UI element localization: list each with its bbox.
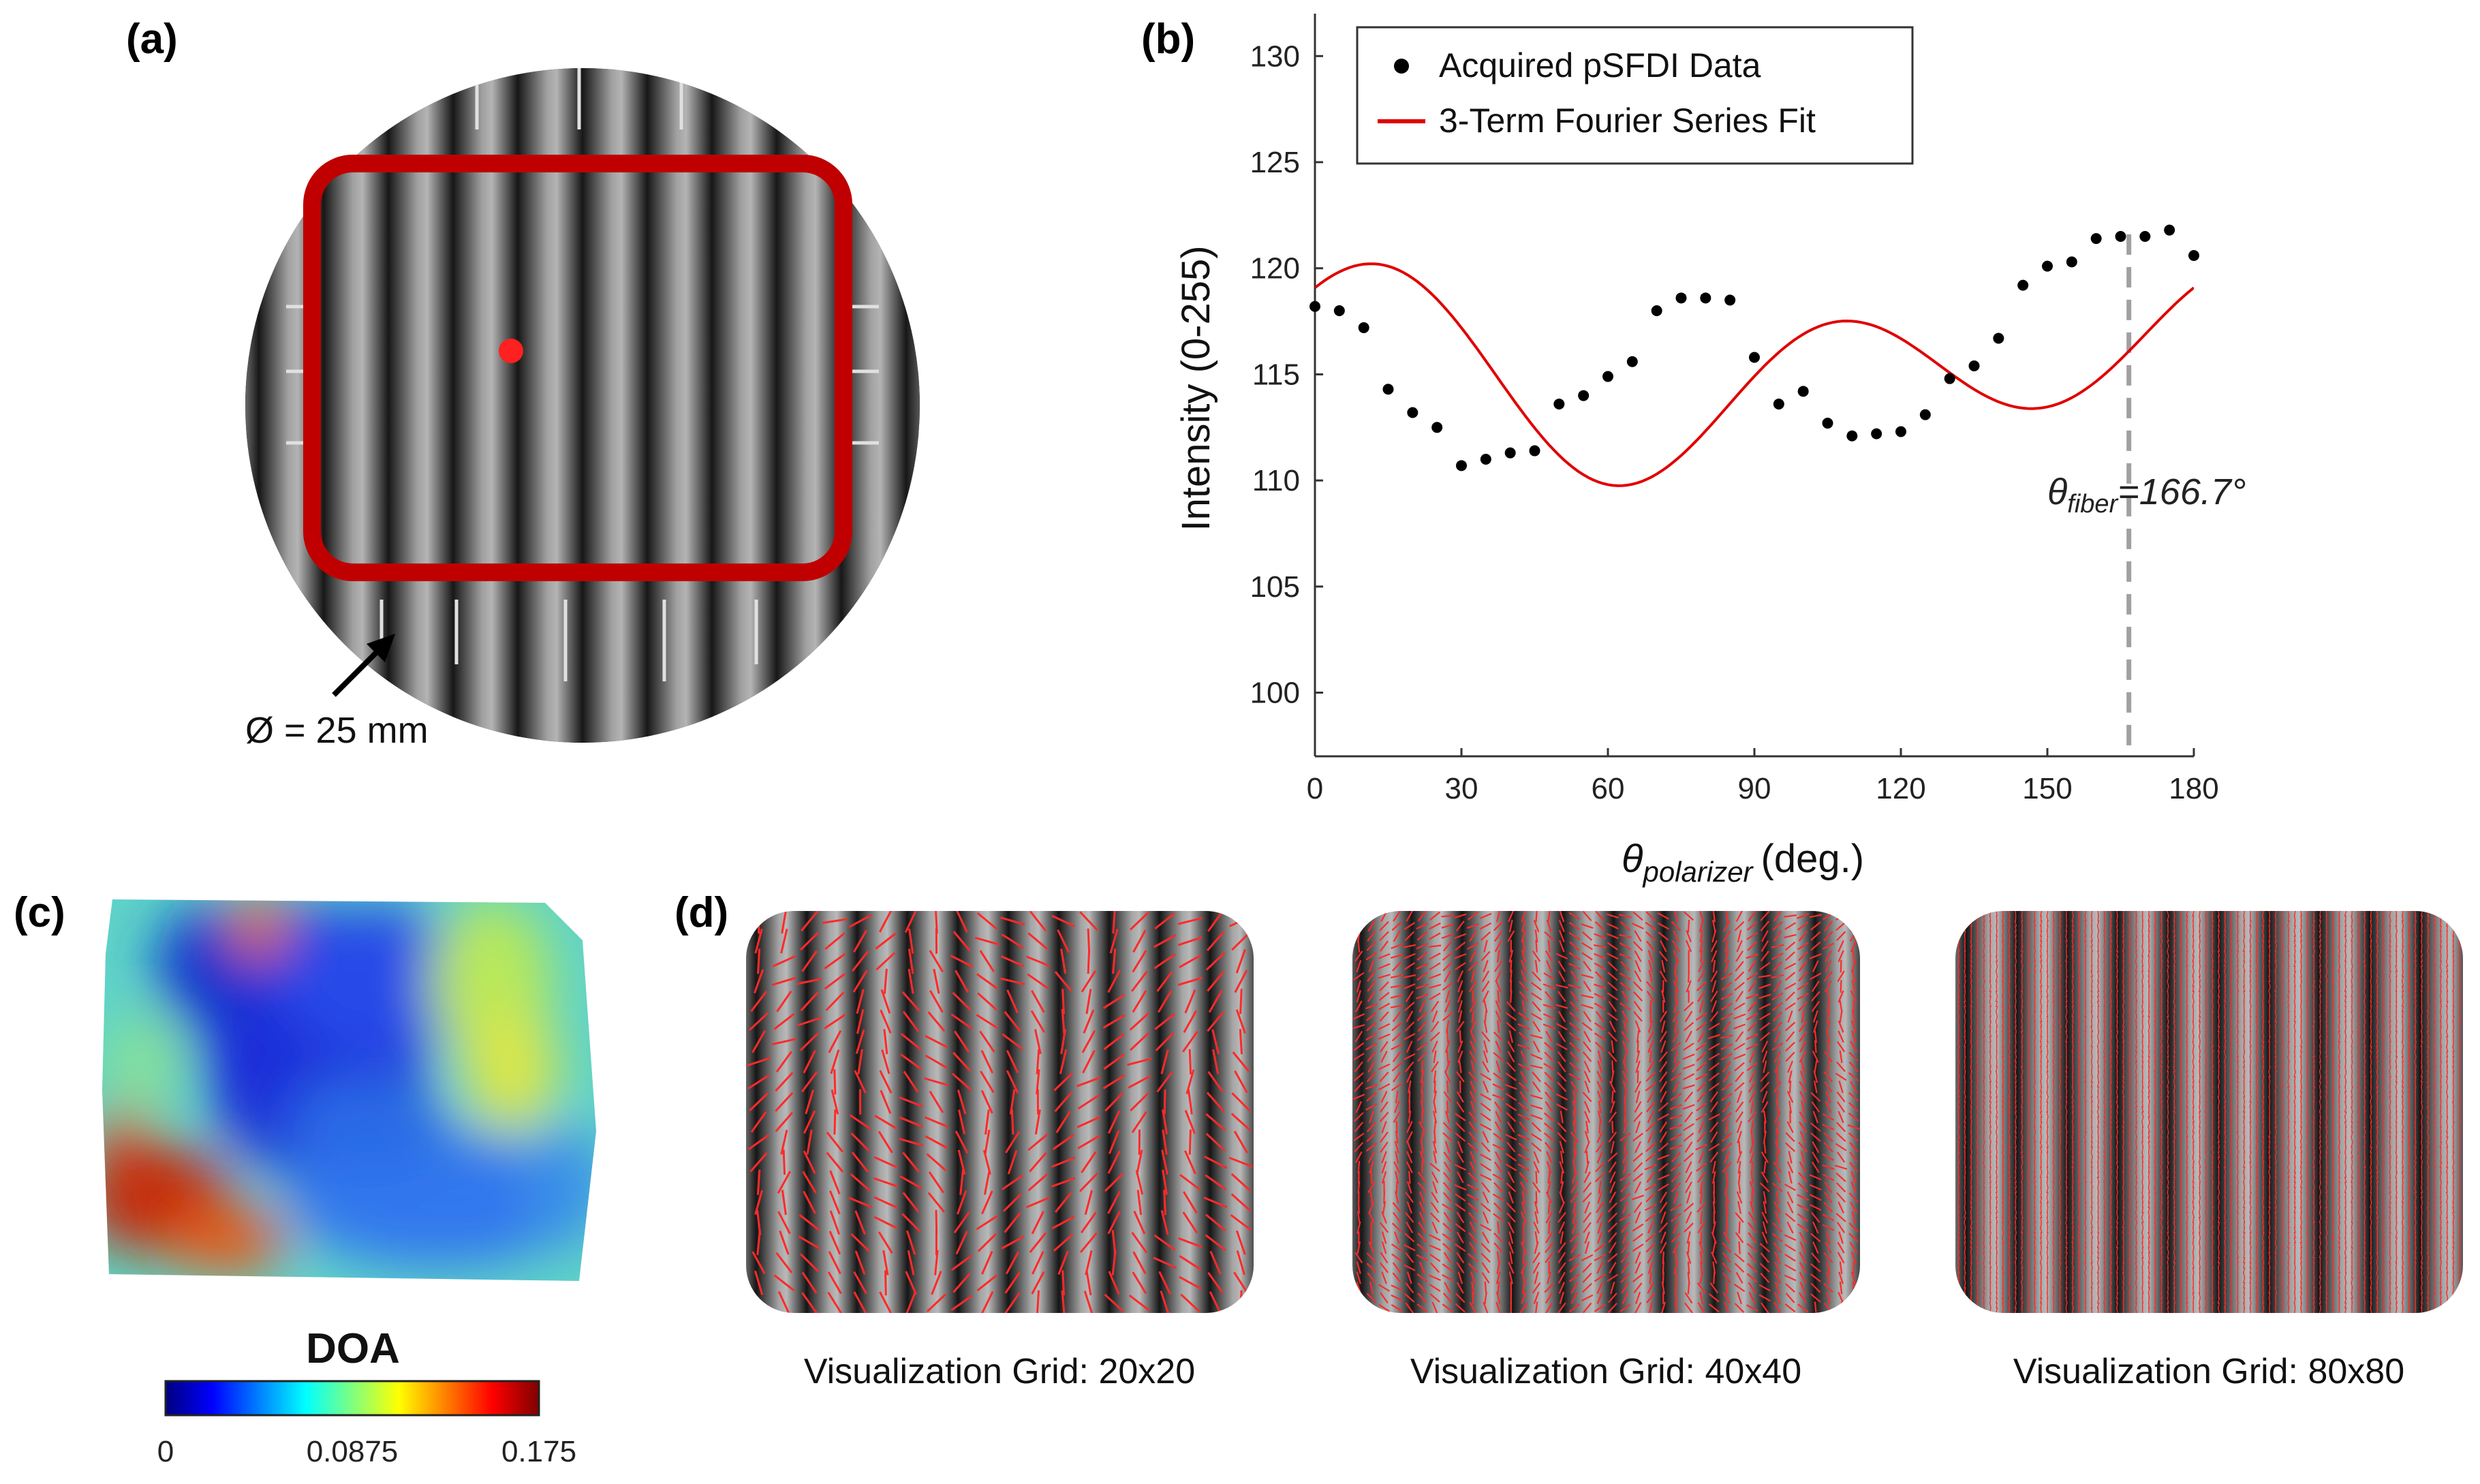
y-tick-label: 100 <box>1250 677 1300 710</box>
roi-rectangle <box>303 155 852 581</box>
data-point <box>1773 399 1784 410</box>
data-point <box>1968 360 1980 371</box>
colorbar-title: DOA <box>306 1325 400 1372</box>
annotation-subscript: fiber <box>2067 490 2118 519</box>
annotation-value: =166.7° <box>2118 472 2246 512</box>
diameter-arrow-icon <box>332 634 395 697</box>
legend-label-fit: 3-Term Fourier Series Fit <box>1439 102 1816 140</box>
annotation-symbol: θ <box>2047 472 2067 512</box>
panel-label-a: (a) <box>126 16 178 63</box>
data-point <box>2017 279 2029 291</box>
colorbar-tick-0: 0 <box>157 1435 174 1468</box>
x-tick-label: 0 <box>1307 772 1323 805</box>
data-point <box>1626 356 1638 367</box>
x-tick-label: 150 <box>2022 772 2072 805</box>
data-point <box>2139 231 2151 242</box>
colorbar-tick-2: 0.175 <box>501 1435 576 1468</box>
legend-box <box>1356 26 1914 165</box>
panel-b-chart: 100 105 110 115 120 125 130 0 30 60 90 120 150 180 I… <box>1174 14 2246 888</box>
panel-label-b: (b) <box>1141 16 1195 63</box>
data-point <box>1529 445 1540 457</box>
fiber-angle-annotation: θfiber=166.7° <box>2047 472 2246 519</box>
data-point <box>1749 352 1760 363</box>
y-tick-label: 130 <box>1250 40 1300 73</box>
colorbar-tick-1: 0.0875 <box>307 1435 399 1468</box>
panel-label-d: (d) <box>675 889 728 936</box>
data-point <box>2115 231 2126 242</box>
x-axis-subscript: polarizer <box>1641 856 1754 888</box>
grid-caption-40: Visualization Grid: 40x40 <box>1410 1352 1801 1391</box>
data-point <box>1919 409 1931 420</box>
panel-a-specimen-image: Ø = 25 mm <box>245 68 920 751</box>
x-tick-label: 30 <box>1445 772 1478 805</box>
grid-caption-80: Visualization Grid: 80x80 <box>2013 1352 2404 1391</box>
data-point <box>1456 460 1467 472</box>
data-point <box>1797 386 1809 397</box>
data-point <box>1822 418 1833 429</box>
legend-label-data: Acquired pSFDI Data <box>1439 46 1761 84</box>
data-point <box>1871 428 1882 439</box>
data-point <box>1480 454 1491 465</box>
data-point <box>1553 399 1565 410</box>
y-axis-title: Intensity (0-255) <box>1174 245 1218 531</box>
data-point <box>1504 447 1516 459</box>
data-point <box>2188 250 2199 262</box>
data-point <box>2066 256 2077 268</box>
y-tick-label: 125 <box>1250 146 1300 179</box>
x-tick-label: 120 <box>1876 772 1925 805</box>
data-point <box>1358 322 1369 333</box>
x-tick-label: 90 <box>1738 772 1771 805</box>
y-tick-label: 115 <box>1252 358 1300 391</box>
y-tick-labels: 100 105 110 115 120 125 130 <box>1250 40 1300 709</box>
panel-c-doa-map: DOA 0 0.0875 0.175 <box>102 899 596 1468</box>
x-axis-title: θpolarizer (deg.) <box>1622 837 1864 888</box>
data-point <box>1944 373 1955 384</box>
data-point <box>1407 407 1419 418</box>
data-point <box>1895 426 1906 437</box>
legend-point-marker <box>1394 59 1409 74</box>
colorbar <box>164 1380 540 1417</box>
x-tick-labels: 0 30 60 90 120 150 180 <box>1307 772 2219 805</box>
data-point <box>1578 390 1590 401</box>
series-fourier-fit-line <box>1315 262 2194 487</box>
data-point <box>1846 430 1858 442</box>
data-point <box>2042 260 2053 272</box>
data-point <box>1651 305 1662 316</box>
series-acquired-points <box>1309 224 2199 472</box>
data-point <box>1993 333 2004 344</box>
y-tick-label: 120 <box>1250 252 1300 285</box>
x-tick-label: 60 <box>1592 772 1625 805</box>
grid-panel-40: Visualization Grid: 40x40 <box>1352 911 1860 1391</box>
chart-axes <box>1314 14 2195 758</box>
data-point <box>1700 292 1711 304</box>
data-point <box>1382 384 1394 395</box>
y-tick-label: 110 <box>1252 464 1300 497</box>
data-point <box>1675 292 1687 304</box>
data-point <box>1333 305 1345 316</box>
chart-legend: Acquired pSFDI Data 3-Term Fourier Serie… <box>1356 26 1914 165</box>
grid-panel-20: Visualization Grid: 20x20 <box>746 911 1254 1391</box>
panel-label-c: (c) <box>14 889 65 936</box>
grid-caption-20: Visualization Grid: 20x20 <box>804 1352 1195 1391</box>
data-point <box>1724 294 1736 306</box>
data-point <box>1309 300 1320 312</box>
data-point <box>1602 371 1613 382</box>
data-point <box>2164 224 2175 236</box>
data-point <box>1431 422 1443 433</box>
data-point <box>2090 233 2102 245</box>
x-axis-unit: (deg.) <box>1761 837 1865 881</box>
diameter-label: Ø = 25 mm <box>245 710 429 751</box>
panel-d-grids: Visualization Grid: 20x20 Visualization … <box>746 911 2463 1391</box>
grid-panel-80: Visualization Grid: 80x80 <box>1955 911 2463 1391</box>
center-point-marker <box>499 339 523 363</box>
y-tick-label: 105 <box>1250 570 1300 604</box>
x-tick-label: 180 <box>2169 772 2218 805</box>
x-axis-symbol: θ <box>1622 837 1643 881</box>
